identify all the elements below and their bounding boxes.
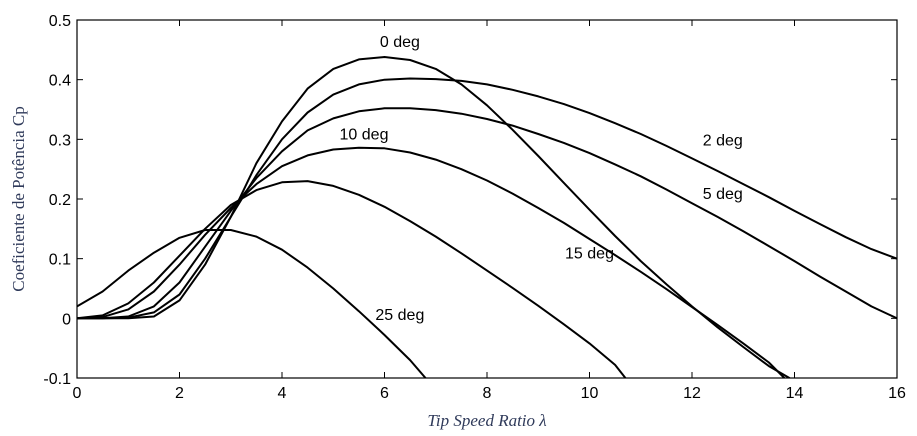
series-line-15-deg [77, 180, 627, 378]
curve-label-15-deg: 15 deg [565, 246, 614, 263]
curve-label-2-deg: 2 deg [703, 132, 743, 149]
series-line-25-deg [77, 229, 427, 378]
y-tick-label: 0 [62, 311, 71, 328]
x-tick-label: 14 [786, 385, 804, 402]
annotations-layer: 0 deg 2 deg 5 deg 10 deg 15 deg 25 deg [340, 34, 743, 324]
x-tick-label: 10 [581, 385, 599, 402]
curve-label-10-deg: 10 deg [340, 126, 389, 143]
x-tick-label: 16 [888, 385, 906, 402]
y-tick-label: 0.5 [49, 13, 71, 30]
y-tick-label: 0.1 [49, 252, 71, 269]
y-tick-label: 0.4 [49, 73, 71, 90]
series-line-2-deg [77, 77, 897, 320]
x-tick-label: 8 [483, 385, 492, 402]
y-tick-label: 0.2 [49, 192, 71, 209]
x-tick-label: 0 [73, 385, 82, 402]
y-tick-label: 0.3 [49, 132, 71, 149]
series-layer [77, 56, 897, 378]
y-axis-title: Coeficiente de Potência Cp [9, 106, 28, 292]
series-line-10-deg [77, 146, 786, 378]
series-line-0-deg [77, 56, 791, 378]
x-tick-label: 4 [278, 385, 287, 402]
x-axis-title: Tip Speed Ratio λ [427, 411, 546, 430]
x-tick-label: 2 [175, 385, 184, 402]
ticks-layer: 0 2 4 6 8 10 12 14 16-0.100.10.20.30.40.5 [43, 13, 906, 402]
series-line-5-deg [77, 107, 897, 320]
curve-label-0-deg: 0 deg [380, 34, 420, 51]
y-tick-label: -0.1 [43, 371, 71, 388]
x-tick-label: 6 [380, 385, 389, 402]
x-tick-label: 12 [683, 385, 701, 402]
curve-label-5-deg: 5 deg [703, 186, 743, 203]
curve-label-25-deg: 25 deg [375, 307, 424, 324]
